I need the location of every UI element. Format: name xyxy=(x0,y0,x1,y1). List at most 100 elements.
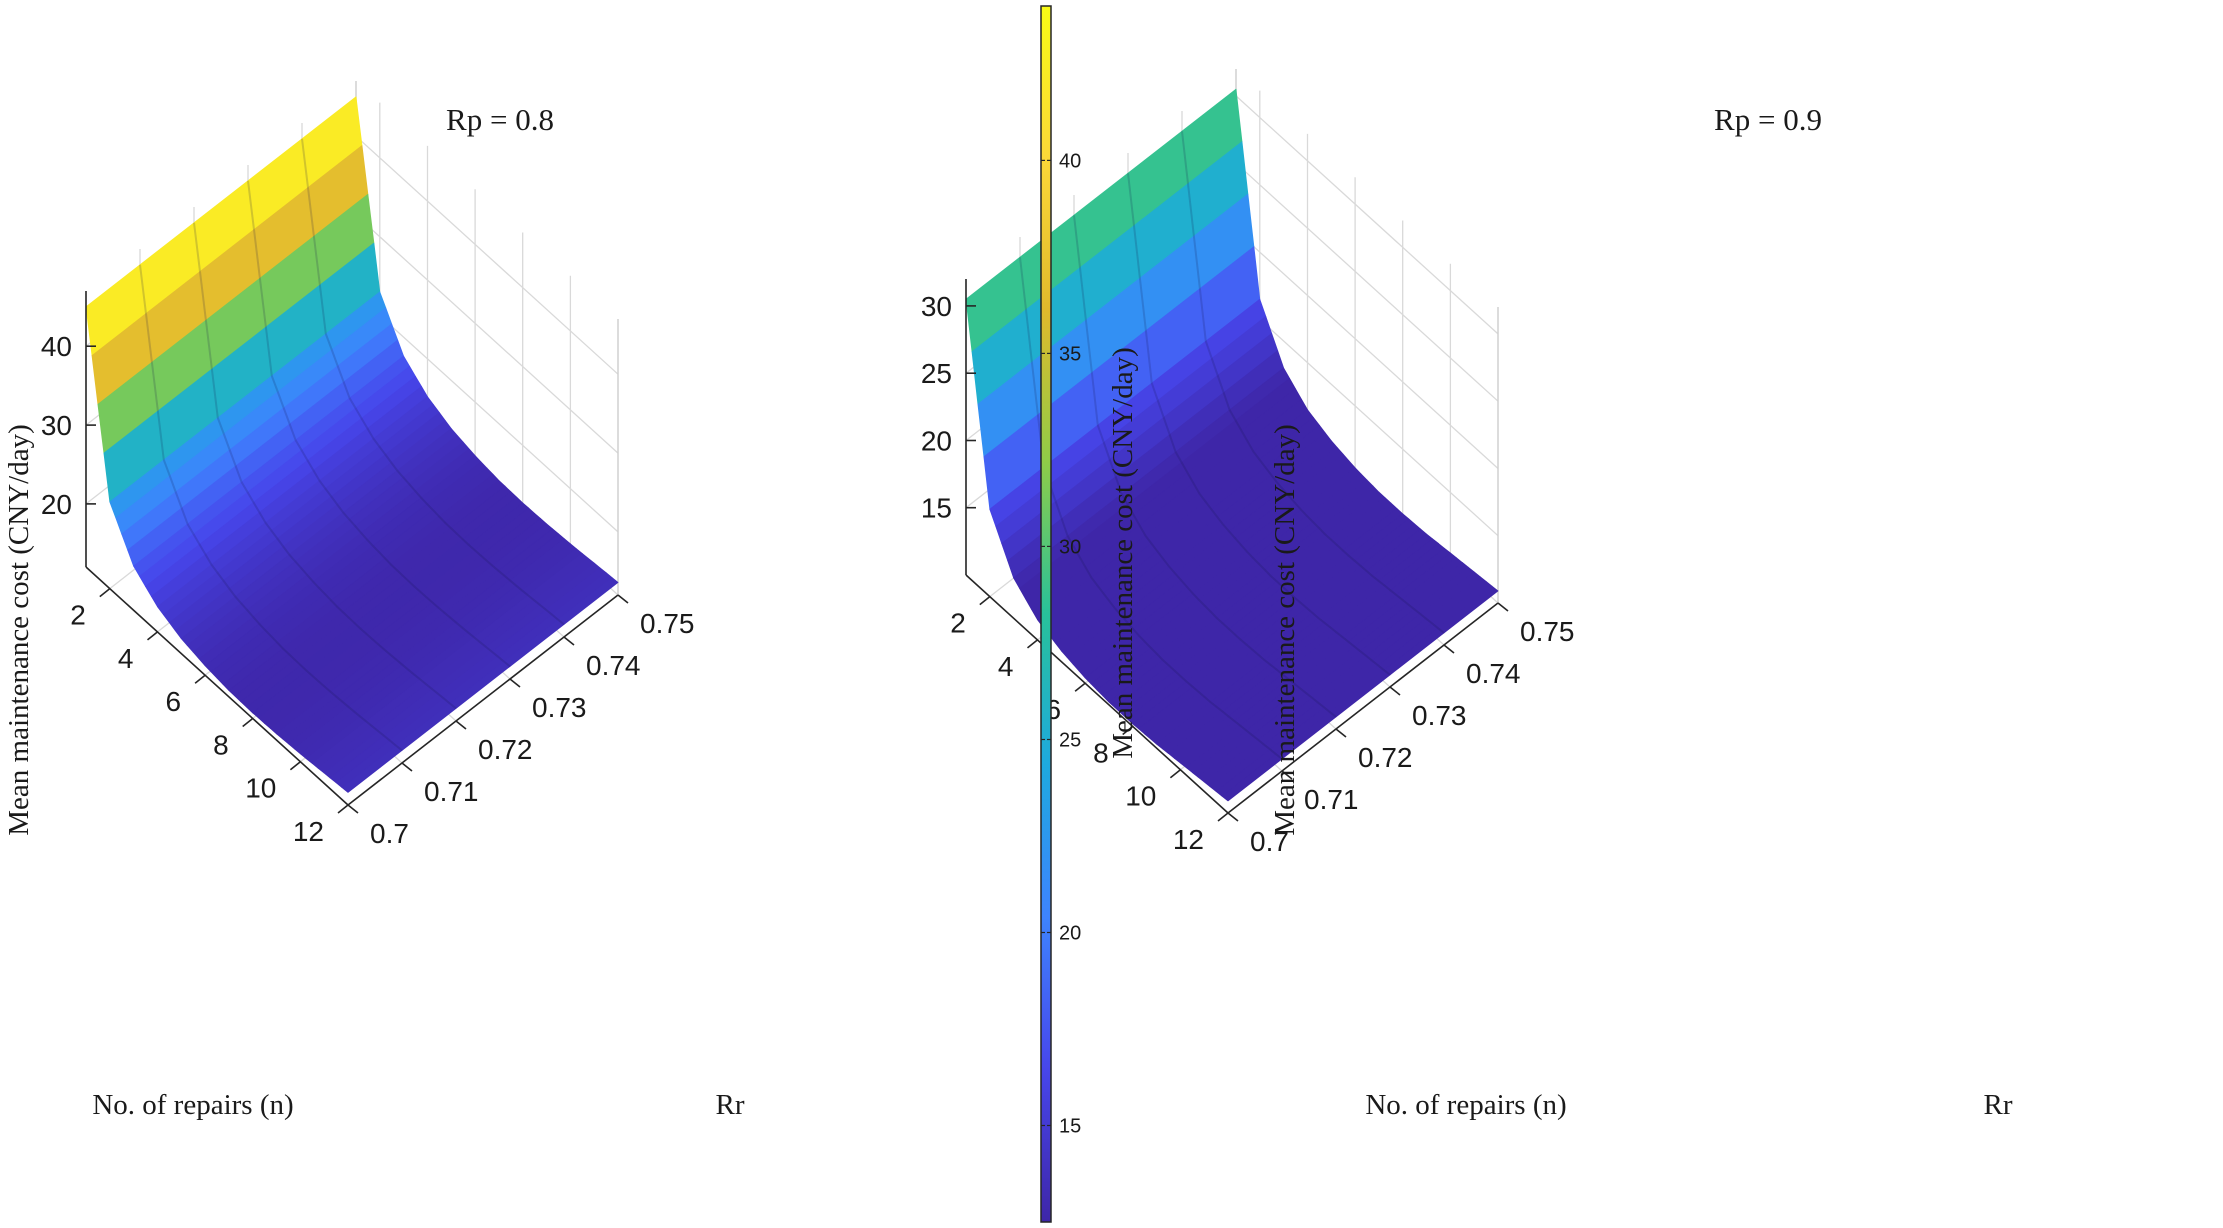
right-n-tick-mark xyxy=(979,595,991,606)
colorbar-tick-label: 25 xyxy=(1059,730,1081,752)
right-n-tick-label: 10 xyxy=(1125,781,1156,812)
left-n-tick-label: 8 xyxy=(213,730,229,761)
right-plot-title: Rp = 0.9 xyxy=(1714,102,1822,137)
right-n-tick-label: 8 xyxy=(1093,738,1109,769)
right-z-tick-label: 30 xyxy=(921,291,952,322)
left-surface xyxy=(85,96,619,793)
left-rr-tick-label: 0.7 xyxy=(370,818,409,849)
left-rr-tick-label: 0.74 xyxy=(586,650,641,681)
colorbar-ticks: 15 20 25 30 35 40 xyxy=(1041,150,1081,1138)
left-surface-plot: 2 4 68 10 12 0.7 0.71 0.72 0.73 0.74 0.75 20 30 40 Rp… xyxy=(3,81,745,1121)
left-rr-axis xyxy=(347,594,619,806)
left-ylabel: Rr xyxy=(716,1089,745,1121)
left-n-tick-mark xyxy=(147,631,158,641)
right-surface-seam xyxy=(1073,215,1337,718)
left-surface-seam xyxy=(193,222,457,710)
colorbar-tick-label: 20 xyxy=(1059,923,1081,945)
right-rr-axis xyxy=(1227,602,1499,814)
left-n-axis xyxy=(85,566,349,806)
left-rr-tick-mark xyxy=(455,720,467,730)
left-rr-tick-mark xyxy=(617,594,629,604)
colorbar-tick-label: 35 xyxy=(1059,343,1081,365)
left-rr-tick-label: 0.71 xyxy=(424,776,479,807)
left-rr-tick-mark xyxy=(401,762,413,772)
right-n-tick-label: 4 xyxy=(998,651,1014,682)
left-n-tick-mark xyxy=(337,804,349,814)
right-grid-wall-z xyxy=(1235,162,1499,402)
colorbar-tick-label: 30 xyxy=(1059,536,1081,558)
colorbar-bar xyxy=(1040,5,1052,1223)
right-n-tick-label: 2 xyxy=(950,608,966,639)
right-xlabel: No. of repairs (n) xyxy=(1365,1089,1566,1121)
left-surface-patch xyxy=(341,745,403,793)
left-n-tick-mark xyxy=(194,674,206,684)
left-rr-tick-label: 0.72 xyxy=(478,734,533,765)
left-n-tick-label: 4 xyxy=(118,643,134,674)
right-n-tick-mark xyxy=(1074,682,1086,692)
colorbar-tick-label: 15 xyxy=(1059,1116,1081,1138)
right-n-tick-mark xyxy=(1217,812,1229,822)
right-n-tick-mark xyxy=(1169,769,1181,779)
right-rr-tick-mark xyxy=(1389,686,1401,696)
right-grid-wall-z xyxy=(1235,297,1499,537)
left-n-tick-label: 10 xyxy=(245,773,276,804)
right-surface xyxy=(965,88,1499,802)
left-grid-wall-z xyxy=(355,293,619,533)
right-rr-tick-label: 0.74 xyxy=(1466,658,1521,689)
left-n-tick-label: 2 xyxy=(70,600,86,631)
left-n-tick-mark xyxy=(99,587,111,598)
right-zlabel: Mean maintenance cost (CNY/day) xyxy=(1269,424,1301,836)
right-n-tick-mark xyxy=(1122,725,1134,736)
right-n-axis xyxy=(965,574,1229,814)
left-plot-title: Rp = 0.8 xyxy=(446,102,554,137)
right-rr-tick-label: 0.73 xyxy=(1412,700,1467,731)
right-n-tick-mark xyxy=(1027,639,1038,649)
right-grid-wall-z xyxy=(1235,230,1499,469)
left-rr-tick-mark xyxy=(509,678,521,688)
right-rr-tick-label: 0.7 xyxy=(1250,826,1289,857)
right-surface-patch xyxy=(1221,753,1283,802)
right-surface-seam xyxy=(1181,131,1445,634)
right-rr-tick-mark xyxy=(1443,644,1455,654)
left-zlabel: Mean maintenance cost (CNY/day) xyxy=(3,424,35,836)
right-z-tick-label: 15 xyxy=(921,493,952,524)
right-n-tick-label: 12 xyxy=(1173,824,1204,855)
left-z-tick-label: 20 xyxy=(41,489,72,520)
right-ylabel: Rr xyxy=(1984,1089,2013,1121)
left-surface-seam xyxy=(301,138,565,626)
right-z-tick-label: 20 xyxy=(921,426,952,457)
right-grid-wall-z xyxy=(1235,95,1499,335)
right-z-tick-label: 25 xyxy=(921,358,952,389)
right-rr-tick-label: 0.71 xyxy=(1304,784,1359,815)
colorbar: 15 20 25 30 35 40 Mean maintenance cost (CNY/… xyxy=(1040,5,1139,1223)
right-surface-seam xyxy=(1019,257,1283,760)
left-surface-seam xyxy=(139,264,403,752)
left-grid-wall-z xyxy=(355,135,619,375)
left-ticks: 2 4 68 10 12 0.7 0.71 0.72 0.73 0.74 0.75 20 30 40 xyxy=(41,331,695,849)
left-grid-wall-z xyxy=(355,214,619,454)
left-surface-seam xyxy=(247,180,511,668)
left-xlabel: No. of repairs (n) xyxy=(92,1089,293,1121)
left-n-tick-mark xyxy=(242,717,254,728)
right-rr-tick-label: 0.72 xyxy=(1358,742,1413,773)
left-rr-tick-label: 0.73 xyxy=(532,692,587,723)
right-rr-tick-mark xyxy=(1281,770,1293,780)
left-axes xyxy=(85,291,619,806)
right-rr-tick-mark xyxy=(1227,812,1239,822)
left-z-tick-label: 40 xyxy=(41,331,72,362)
colorbar-tick-label: 40 xyxy=(1059,150,1081,172)
left-n-tick-label: 6 xyxy=(166,686,182,717)
left-n-tick-label: 12 xyxy=(293,816,324,847)
left-z-tick-label: 30 xyxy=(41,410,72,441)
left-rr-tick-mark xyxy=(563,636,575,646)
right-surface-seam xyxy=(1127,173,1391,676)
right-rr-tick-mark xyxy=(1497,602,1509,612)
left-n-tick-mark xyxy=(289,761,301,771)
colorbar-label: Mean maintenance cost (CNY/day) xyxy=(1107,347,1139,759)
right-rr-tick-mark xyxy=(1335,728,1347,738)
right-axes xyxy=(965,279,1499,814)
left-rr-tick-mark xyxy=(347,804,359,814)
